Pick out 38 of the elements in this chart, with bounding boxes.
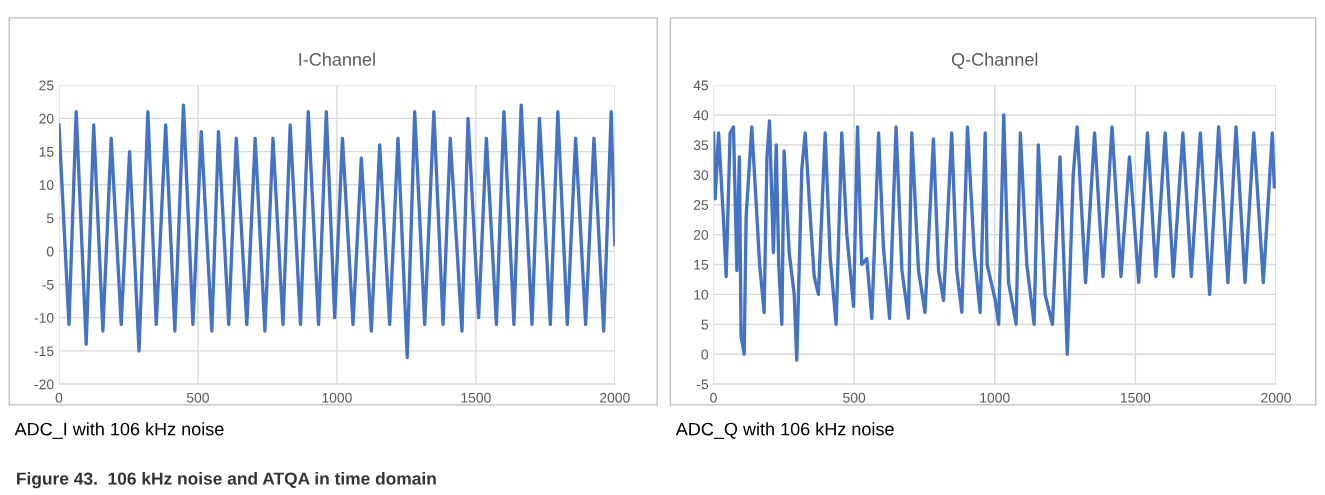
y-tick-label: 15 bbox=[39, 147, 54, 157]
y-tick-label: 15 bbox=[694, 260, 709, 270]
x-tick-label: 500 bbox=[843, 392, 866, 403]
chart-title: I-Channel bbox=[299, 52, 375, 66]
y-tick-label: -5 bbox=[42, 279, 54, 290]
line-series bbox=[58, 103, 615, 360]
x-tick-label: 2000 bbox=[600, 392, 630, 403]
y-tick-label: 25 bbox=[693, 200, 709, 210]
x-tick-label: 2000 bbox=[1261, 392, 1291, 403]
y-tick-label: 35 bbox=[693, 140, 709, 151]
chart-title: Q-Channel bbox=[951, 52, 1038, 70]
y-tick-label: 45 bbox=[693, 80, 709, 91]
y-tick-label: 5 bbox=[701, 319, 709, 330]
text: ADC_I with 106 kHz noise bbox=[14, 422, 224, 439]
y-tick-label: -15 bbox=[34, 346, 54, 357]
y-tick-label: 40 bbox=[693, 110, 709, 121]
x-tick-label: 1000 bbox=[980, 392, 1010, 403]
x-tick-label: 0 bbox=[55, 392, 63, 403]
y-tick-label: 0 bbox=[701, 349, 709, 360]
y-tick-label: 10 bbox=[694, 289, 709, 300]
y-tick-label: -20 bbox=[34, 379, 54, 390]
caption: Figure 43. 106 kHz noise and ATQA in time domain bbox=[17, 472, 436, 489]
y-tick-label: 30 bbox=[693, 170, 709, 180]
x-tick-label: 1500 bbox=[1120, 392, 1151, 403]
y-tick-label: 5 bbox=[46, 213, 54, 224]
x-tick-label: 0 bbox=[710, 392, 717, 403]
line-series bbox=[713, 113, 1276, 362]
y-tick-label: 20 bbox=[39, 113, 54, 124]
y-tick-label: -10 bbox=[34, 313, 54, 323]
y-tick-label: 20 bbox=[693, 229, 709, 240]
x-tick-label: 500 bbox=[186, 392, 209, 403]
y-tick-label: 25 bbox=[39, 80, 54, 91]
y-tick-label: 10 bbox=[39, 180, 54, 190]
x-tick-label: 1500 bbox=[461, 392, 491, 403]
y-tick-label: 0 bbox=[46, 246, 54, 257]
x-tick-label: 1000 bbox=[322, 392, 352, 403]
y-tick-label: -5 bbox=[696, 379, 709, 390]
text: ADC_Q with 106 kHz noise bbox=[675, 422, 894, 439]
